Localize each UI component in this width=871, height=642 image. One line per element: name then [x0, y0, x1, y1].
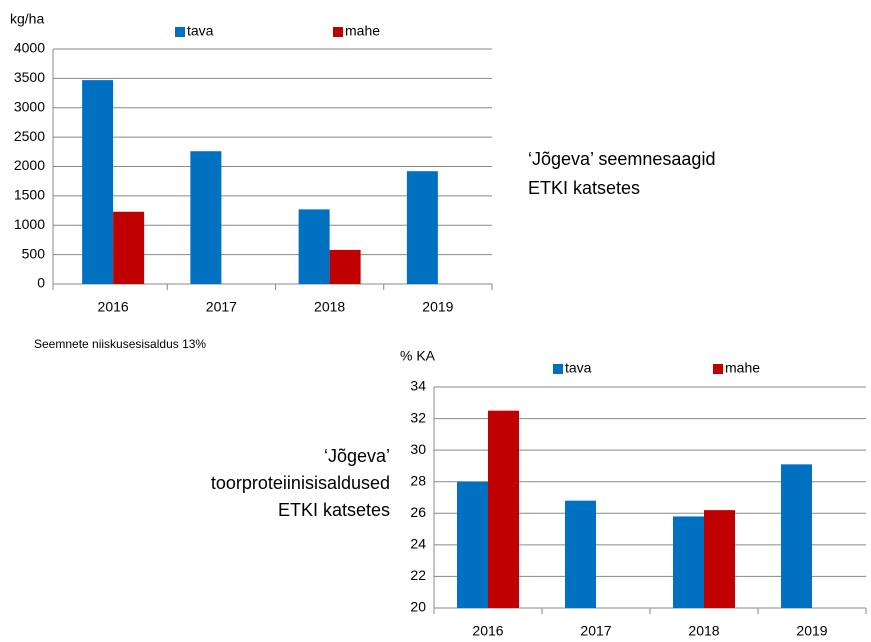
legend-label: mahe [345, 23, 380, 39]
y-tick-label: 1000 [14, 216, 45, 232]
bar [82, 80, 114, 284]
bar [565, 500, 596, 608]
bar [457, 481, 488, 608]
legend-swatch [175, 27, 185, 37]
chart-title: ETKI katsetes [528, 178, 640, 198]
x-tick-label: 2016 [98, 299, 129, 315]
y-tick-label: 20 [410, 599, 426, 615]
y-axis-label: % KA [400, 348, 436, 364]
y-tick-label: 22 [410, 567, 426, 583]
y-axis-label: kg/ha [10, 11, 44, 27]
bar [113, 211, 145, 284]
y-tick-label: 32 [410, 409, 426, 425]
bar [298, 209, 330, 284]
legend-label: tava [565, 360, 592, 376]
x-tick-label: 2018 [688, 623, 719, 639]
bar [488, 410, 519, 608]
bar [673, 516, 704, 608]
y-tick-label: 28 [410, 472, 426, 488]
bar [704, 510, 735, 608]
bar [781, 464, 812, 608]
note: Seemnete niiskusesisaldus 13% [34, 337, 206, 351]
bar [406, 171, 438, 284]
bar [190, 151, 222, 284]
chart-title: ‘Jõgeva’ seemnesaagid [528, 149, 715, 169]
y-tick-label: 3500 [14, 69, 45, 85]
y-tick-label: 26 [410, 504, 426, 520]
x-tick-label: 2018 [314, 299, 345, 315]
y-tick-label: 1500 [14, 187, 45, 203]
y-tick-label: 0 [37, 275, 45, 291]
y-tick-label: 2500 [14, 128, 45, 144]
chart-title: ‘Jõgeva’ [324, 446, 390, 466]
x-tick-label: 2017 [206, 299, 237, 315]
legend-label: mahe [725, 360, 760, 376]
y-tick-label: 500 [22, 245, 46, 261]
x-tick-label: 2016 [472, 623, 503, 639]
y-tick-label: 24 [410, 536, 426, 552]
y-tick-label: 30 [410, 441, 426, 457]
chart-title: toorproteiinisisaldused [211, 473, 390, 493]
x-tick-label: 2019 [796, 623, 827, 639]
y-tick-label: 3000 [14, 98, 45, 114]
y-tick-label: 34 [410, 378, 426, 394]
x-tick-label: 2017 [580, 623, 611, 639]
legend-swatch [553, 364, 563, 374]
y-tick-label: 4000 [14, 40, 45, 56]
bar [329, 249, 361, 284]
x-tick-label: 2019 [422, 299, 453, 315]
legend-swatch [713, 364, 723, 374]
chart-title: ETKI katsetes [278, 500, 390, 520]
y-tick-label: 2000 [14, 157, 45, 173]
legend-swatch [333, 27, 343, 37]
legend-label: tava [187, 23, 214, 39]
